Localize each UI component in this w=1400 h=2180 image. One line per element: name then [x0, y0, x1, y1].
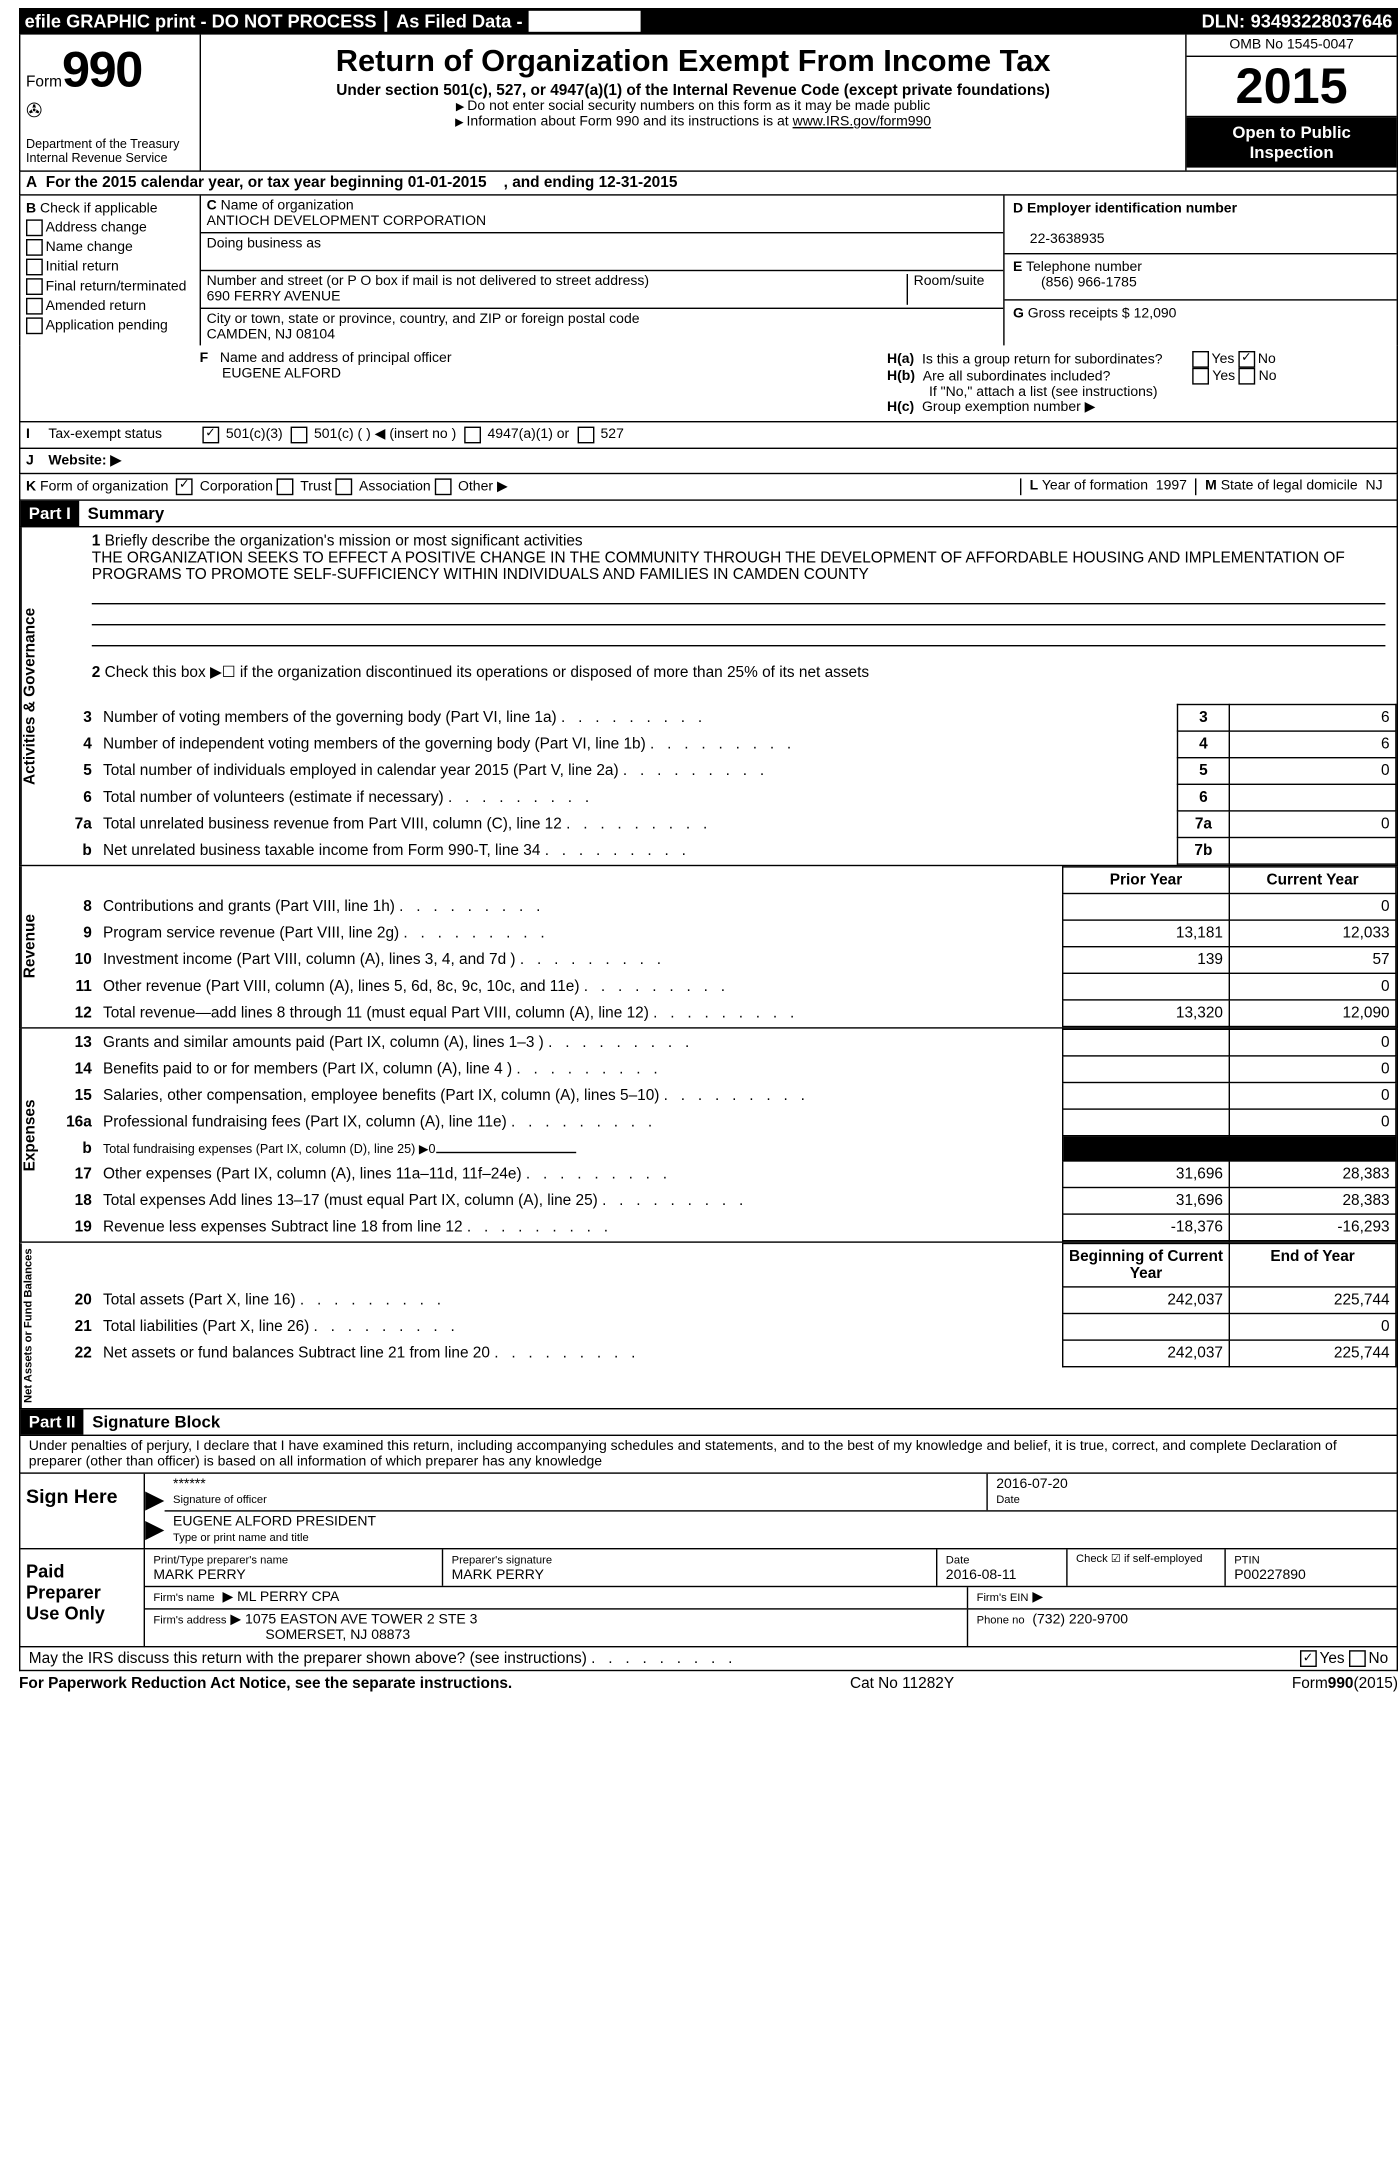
- footer: For Paperwork Reduction Act Notice, see …: [19, 1672, 1398, 1697]
- row-i: I Tax-exempt status 501(c)(3) 501(c) ( )…: [19, 422, 1398, 449]
- top-bar: efile GRAPHIC print - DO NOT PROCESS As …: [19, 8, 1398, 35]
- part2-header: Part II Signature Block: [19, 1410, 1398, 1437]
- row-k: K Form of organization Corporation Trust…: [19, 474, 1398, 501]
- side-net: Net Assets or Fund Balances: [20, 1243, 52, 1409]
- header-center: Return of Organization Exempt From Incom…: [201, 35, 1185, 171]
- net-section: Net Assets or Fund Balances Beginning of…: [19, 1243, 1398, 1410]
- org-addr: 690 FERRY AVENUE: [206, 289, 340, 304]
- open-public: Open to Public Inspection: [1186, 117, 1396, 167]
- side-exp: Expenses: [20, 1029, 52, 1242]
- filed-box: [528, 11, 640, 32]
- col-b: B Check if applicable Address change Nam…: [20, 196, 201, 346]
- org-name: ANTIOCH DEVELOPMENT CORPORATION: [206, 214, 486, 229]
- header-right: OMB No 1545-0047 2015 Open to Public Ins…: [1185, 35, 1396, 171]
- filed-label: As Filed Data -: [396, 11, 522, 32]
- subtitle: Under section 501(c), 527, or 4947(a)(1)…: [212, 82, 1174, 99]
- governance-section: Activities & Governance 1 Briefly descri…: [19, 527, 1398, 866]
- expenses-section: Expenses 13Grants and similar amounts pa…: [19, 1029, 1398, 1243]
- note1: Do not enter social security numbers on …: [212, 99, 1174, 114]
- gross-receipts: 12,090: [1133, 306, 1176, 321]
- col-d: D Employer identification number 22-3638…: [1003, 196, 1396, 346]
- side-rev: Revenue: [20, 866, 52, 1027]
- org-city: CAMDEN, NJ 08104: [206, 327, 334, 342]
- form-label: Form: [26, 74, 62, 91]
- part1-header: Part I Summary: [19, 501, 1398, 528]
- gov-table: 3Number of voting members of the governi…: [52, 704, 1396, 865]
- form-number: 990: [61, 40, 141, 97]
- row-a: A For the 2015 calendar year, or tax yea…: [19, 172, 1398, 196]
- header: Form990 ✇ Department of the Treasury Int…: [19, 35, 1398, 172]
- header-left: Form990 ✇ Department of the Treasury Int…: [20, 35, 201, 171]
- form-title: Return of Organization Exempt From Incom…: [212, 43, 1174, 79]
- col-c: C Name of organization ANTIOCH DEVELOPME…: [201, 196, 1003, 346]
- exp-table: 13Grants and similar amounts paid (Part …: [52, 1029, 1396, 1242]
- side-gov: Activities & Governance: [20, 527, 52, 864]
- paid-preparer: Paid Preparer Use Only: [20, 1550, 145, 1647]
- net-table: Beginning of Current YearEnd of Year20To…: [52, 1243, 1396, 1368]
- section-f-h: F Name and address of principal officer …: [19, 345, 1398, 422]
- row-j: J Website: ▶: [19, 449, 1398, 474]
- col-h: H(a) Is this a group return for subordin…: [881, 345, 1396, 421]
- dln-value: 93493228037646: [1250, 11, 1392, 32]
- omb: OMB No 1545-0047: [1186, 35, 1396, 57]
- dln-label: DLN:: [1201, 11, 1244, 32]
- form-container: efile GRAPHIC print - DO NOT PROCESS As …: [19, 8, 1398, 1697]
- note2-link[interactable]: www.IRS.gov/form990: [792, 114, 931, 129]
- signature-section: Sign Here ▶▶ ******Signature of officer …: [19, 1474, 1398, 1648]
- col-f: F Name and address of principal officer …: [20, 345, 881, 421]
- discuss-row: May the IRS discuss this return with the…: [19, 1648, 1398, 1672]
- dept-text: Department of the Treasury: [26, 137, 194, 151]
- irs-text: Internal Revenue Service: [26, 151, 194, 165]
- officer-name: EUGENE ALFORD: [221, 366, 340, 381]
- rev-table: Prior YearCurrent Year8Contributions and…: [52, 866, 1396, 1027]
- mission: THE ORGANIZATION SEEKS TO EFFECT A POSIT…: [91, 550, 1344, 584]
- sign-here: Sign Here: [20, 1474, 145, 1548]
- revenue-section: Revenue Prior YearCurrent Year8Contribut…: [19, 866, 1398, 1028]
- efile-text: efile GRAPHIC print - DO NOT PROCESS: [24, 11, 376, 32]
- note2: Information about Form 990 and its instr…: [455, 114, 789, 129]
- perjury: Under penalties of perjury, I declare th…: [19, 1437, 1398, 1475]
- telephone: (856) 966-1785: [1041, 275, 1137, 290]
- year: 2015: [1186, 57, 1396, 117]
- ein: 22-3638935: [1029, 232, 1104, 247]
- section-b-c-d: B Check if applicable Address change Nam…: [19, 196, 1398, 346]
